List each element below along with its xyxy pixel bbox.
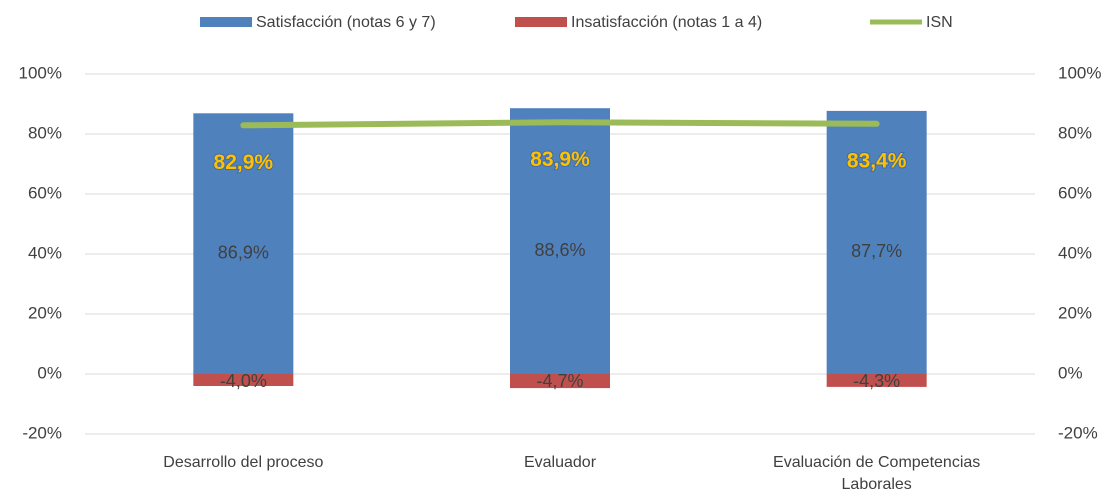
bar [193,113,294,375]
x-tick-label: Evaluación de Competencias Laborales [773,454,981,493]
y2-tick-label: -20% [1058,423,1098,442]
bar [826,374,927,387]
y2-tick-label: 0% [1058,363,1083,382]
value-label: -4,0% [220,371,267,391]
y-tick-label: 0% [37,363,62,382]
legend-swatch [200,17,252,27]
line [240,119,880,129]
value-label: 83,9% [530,148,590,171]
legend-label: Satisfacción (notas 6 y 7) [256,14,436,31]
x-tick-label: Desarrollo del proceso [163,454,324,471]
value-label: 86,9% [218,242,269,262]
value-label: 83,4% [847,149,907,172]
bar [193,374,294,386]
y2-tick-label: 100% [1058,63,1101,82]
y-tick-label: 80% [28,123,62,142]
y2-tick-label: 20% [1058,303,1092,322]
y-tick-label: 20% [28,303,62,322]
bar [510,108,610,374]
bar [510,374,610,389]
legend-label: Insatisfacción (notas 1 a 4) [571,14,762,31]
y-tick-label: -20% [22,423,62,442]
value-label: 82,9% [214,151,274,174]
value-label: 87,7% [851,241,902,261]
bar [826,110,927,375]
value-label: -4,3% [853,371,900,391]
legend-label: ISN [926,14,953,31]
value-label: 88,6% [534,240,585,260]
legend-swatch [515,17,567,27]
y2-tick-label: 80% [1058,123,1092,142]
y-tick-label: 60% [28,183,62,202]
value-label: -4,7% [536,371,583,391]
y-tick-label: 100% [19,63,62,82]
y-tick-label: 40% [28,243,62,262]
x-tick-label: Evaluador [523,454,597,471]
y2-tick-label: 60% [1058,183,1092,202]
y2-tick-label: 40% [1058,243,1092,262]
